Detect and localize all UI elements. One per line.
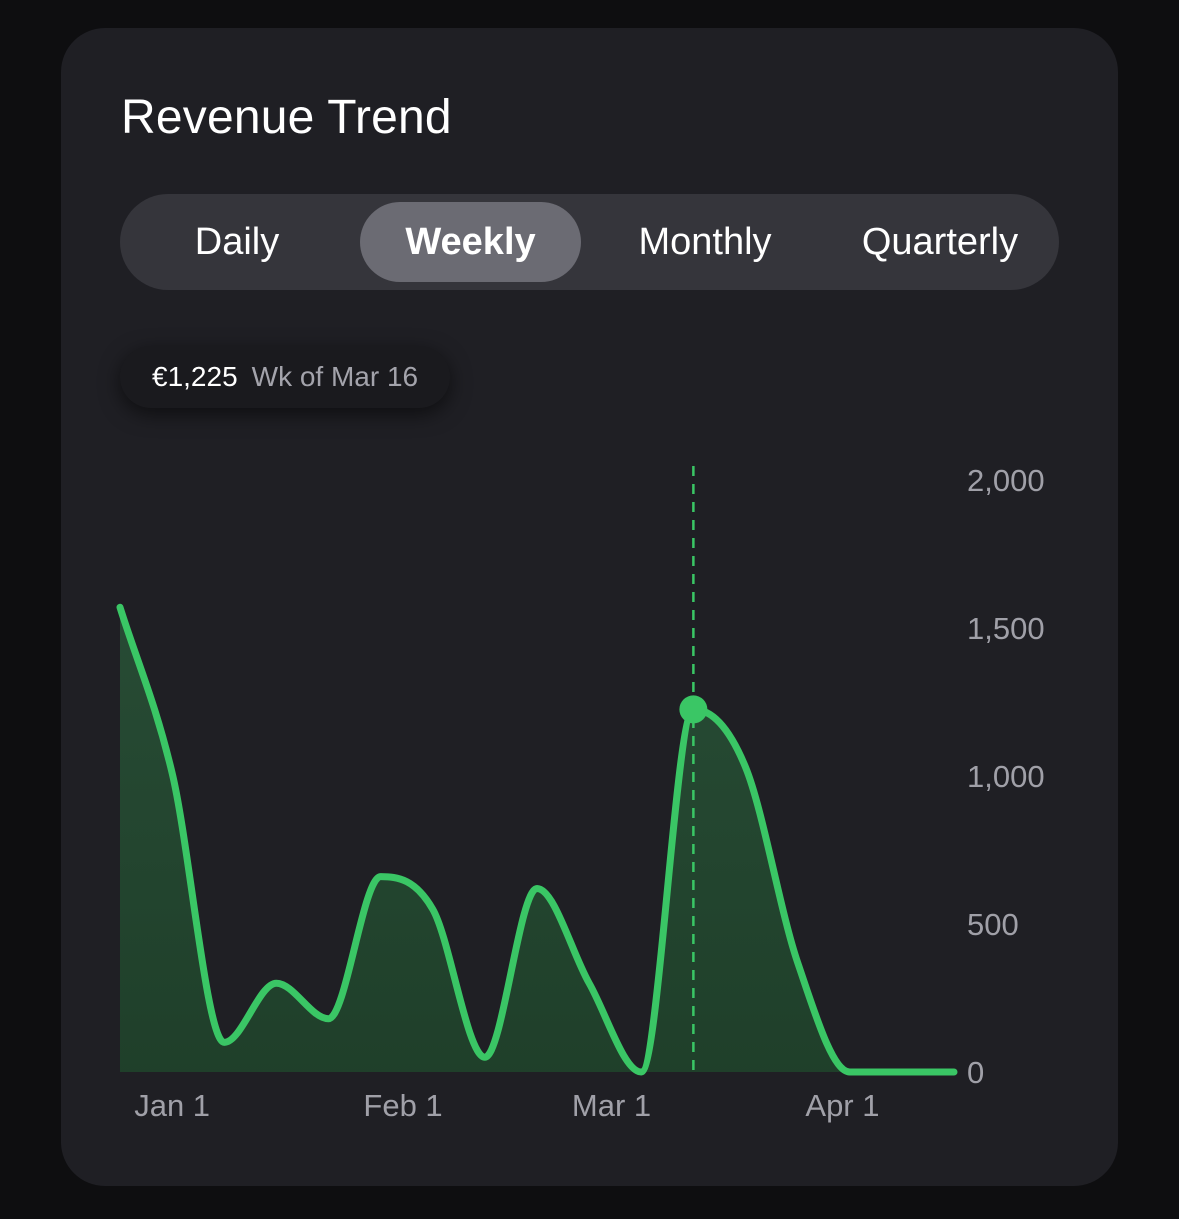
tab-quarterly[interactable]: Quarterly — [861, 220, 1019, 263]
x-tick-label: Mar 1 — [572, 1088, 651, 1123]
x-tick-label: Feb 1 — [363, 1088, 442, 1123]
tooltip-label: Wk of Mar 16 — [251, 361, 419, 392]
period-segmented-control: Daily Weekly Monthly Quarterly — [120, 194, 1059, 290]
highlight-point[interactable] — [679, 695, 708, 724]
x-tick-label: Jan 1 — [134, 1088, 210, 1123]
value-tooltip: €1,225 Wk of Mar 16 — [120, 346, 451, 408]
y-tick-label: 1,500 — [967, 611, 1045, 646]
revenue-area — [120, 607, 954, 1072]
x-tick-label: Apr 1 — [805, 1088, 879, 1123]
y-tick-label: 0 — [967, 1055, 984, 1090]
y-tick-label: 1,000 — [967, 759, 1045, 794]
tab-weekly[interactable]: Weekly — [360, 202, 581, 282]
page-title: Revenue Trend — [121, 91, 452, 144]
revenue-line — [116, 603, 958, 1076]
tooltip-value: €1,225 — [152, 361, 238, 392]
y-tick-label: 2,000 — [967, 463, 1045, 498]
y-tick-label: 500 — [967, 907, 1019, 942]
tab-monthly[interactable]: Monthly — [638, 220, 772, 263]
tab-daily[interactable]: Daily — [194, 220, 280, 263]
